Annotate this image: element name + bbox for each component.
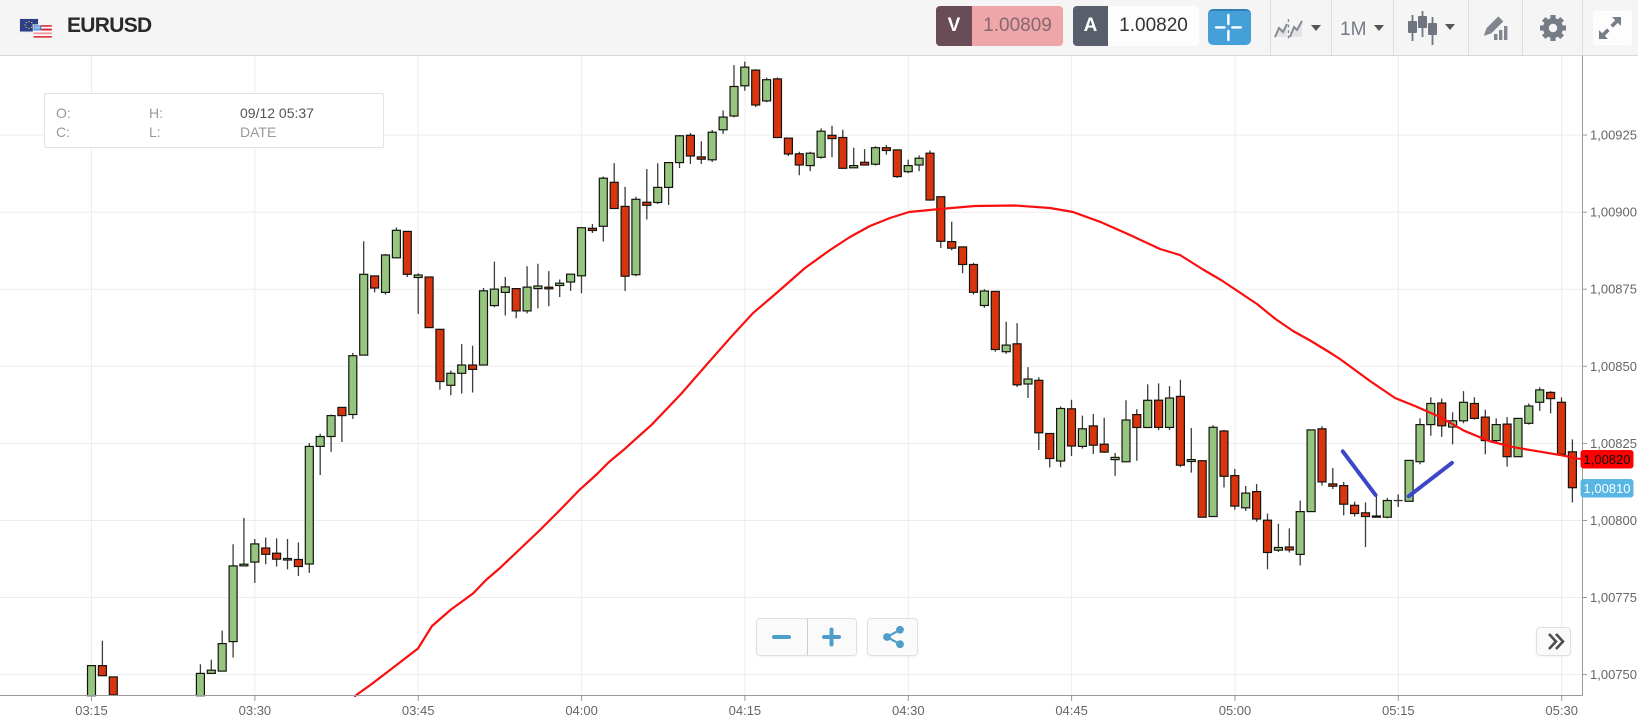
- svg-text:03:45: 03:45: [402, 703, 435, 718]
- svg-text:1,00750: 1,00750: [1590, 667, 1637, 682]
- svg-text:1,00800: 1,00800: [1590, 513, 1637, 528]
- svg-text:1,00875: 1,00875: [1590, 282, 1637, 297]
- svg-text:03:30: 03:30: [239, 703, 272, 718]
- svg-text:1,00925: 1,00925: [1590, 128, 1637, 143]
- svg-text:04:15: 04:15: [729, 703, 762, 718]
- svg-text:05:00: 05:00: [1219, 703, 1252, 718]
- svg-text:05:30: 05:30: [1545, 703, 1578, 718]
- svg-text:1M: 1M: [1340, 19, 1366, 40]
- svg-text:03:15: 03:15: [75, 703, 108, 718]
- svg-text:04:00: 04:00: [565, 703, 598, 718]
- svg-text:1,00825: 1,00825: [1590, 436, 1637, 451]
- svg-text:04:30: 04:30: [892, 703, 925, 718]
- svg-text:1,00820: 1,00820: [1584, 452, 1631, 467]
- svg-text:1,00850: 1,00850: [1590, 359, 1637, 374]
- svg-text:05:15: 05:15: [1382, 703, 1415, 718]
- svg-text:04:45: 04:45: [1055, 703, 1088, 718]
- svg-text:1,00810: 1,00810: [1584, 481, 1631, 496]
- svg-text:1,00775: 1,00775: [1590, 590, 1637, 605]
- svg-text:1,00900: 1,00900: [1590, 205, 1637, 220]
